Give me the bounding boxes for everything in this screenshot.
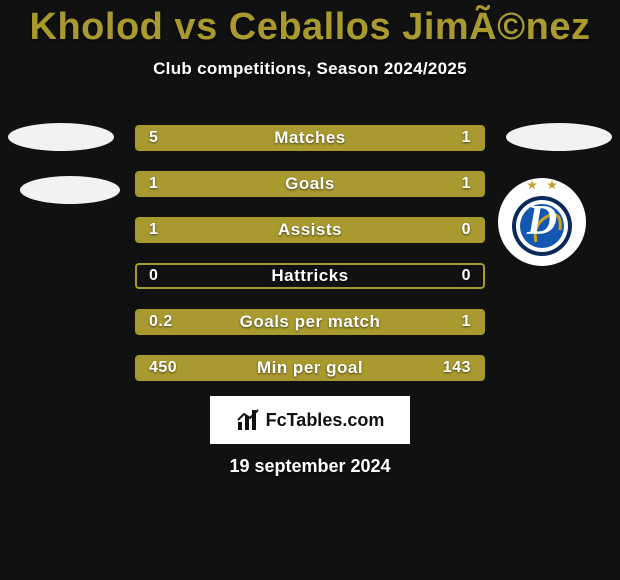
page-title: Kholod vs Ceballos JimÃ©nez <box>0 0 620 49</box>
ellipse-left-mid <box>20 176 120 204</box>
stat-label: Goals per match <box>137 312 483 332</box>
stat-label: Goals <box>137 174 483 194</box>
svg-text:D: D <box>526 198 557 244</box>
stat-row: 0.21Goals per match <box>135 309 485 335</box>
stat-row: 51Matches <box>135 125 485 151</box>
watermark: FcTables.com <box>210 396 410 444</box>
ellipse-left-top <box>8 123 114 151</box>
date-text: 19 september 2024 <box>0 456 620 477</box>
stat-label: Hattricks <box>137 266 483 286</box>
content: Kholod vs Ceballos JimÃ©nez Club competi… <box>0 0 620 580</box>
stat-label: Min per goal <box>137 358 483 378</box>
stat-label: Matches <box>137 128 483 148</box>
stat-row: 00Hattricks <box>135 263 485 289</box>
comparison-bars: 51Matches 11Goals 10Assists 00Hattricks 0.21… <box>135 125 485 401</box>
watermark-text: FcTables.com <box>266 410 385 431</box>
stat-row: 450143Min per goal <box>135 355 485 381</box>
subtitle: Club competitions, Season 2024/2025 <box>0 59 620 79</box>
stat-label: Assists <box>137 220 483 240</box>
ellipse-right-top <box>506 123 612 151</box>
fctables-logo-icon <box>236 408 260 432</box>
stat-row: 10Assists <box>135 217 485 243</box>
stat-row: 11Goals <box>135 171 485 197</box>
club-badge: D <box>498 178 586 266</box>
